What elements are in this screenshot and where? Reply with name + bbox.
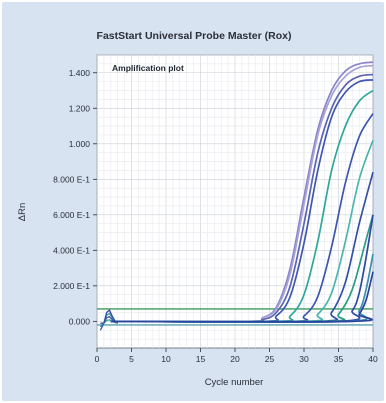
- x-axis-label: Cycle number: [205, 377, 264, 388]
- grid-lines: [96, 54, 374, 348]
- y-tick-label: 1.200: [69, 103, 91, 113]
- chart-frame: FastStart Universal Probe Master (Rox) 0…: [2, 2, 384, 401]
- x-tick-label: 35: [334, 354, 344, 364]
- y-tick-label: 4.000 E-1: [53, 245, 90, 255]
- x-tick-label: 15: [196, 354, 206, 364]
- y-tick-label: 1.000: [69, 139, 91, 149]
- series-group: [99, 61, 374, 331]
- x-tick-label: 25: [265, 354, 275, 364]
- axes: 0 5 10 15 20 25 30 35 40 0.000 2.000 E-1 4.000 E-1 6…: [53, 68, 378, 364]
- series-line: [110, 271, 374, 323]
- x-tick-label: 20: [230, 354, 240, 364]
- x-tick-label: 5: [129, 354, 134, 364]
- y-tick-label: 1.400: [69, 68, 91, 78]
- y-tick-label: 8.000 E-1: [53, 174, 90, 184]
- x-tick-label: 10: [161, 354, 171, 364]
- chart-title: FastStart Universal Probe Master (Rox): [97, 30, 292, 42]
- plot-label: Amplification plot: [112, 63, 184, 73]
- y-tick-label: 2.000 E-1: [53, 281, 90, 291]
- y-tick-label: 6.000 E-1: [53, 210, 90, 220]
- x-tick-label: 0: [95, 354, 100, 364]
- threshold-lines: [97, 308, 373, 326]
- y-axis-label: ΔRn: [17, 203, 28, 222]
- y-tick-label: 0.000: [69, 316, 91, 326]
- x-tick-label: 40: [368, 354, 378, 364]
- x-tick-label: 30: [299, 354, 309, 364]
- amplification-chart: FastStart Universal Probe Master (Rox) 0…: [17, 30, 378, 388]
